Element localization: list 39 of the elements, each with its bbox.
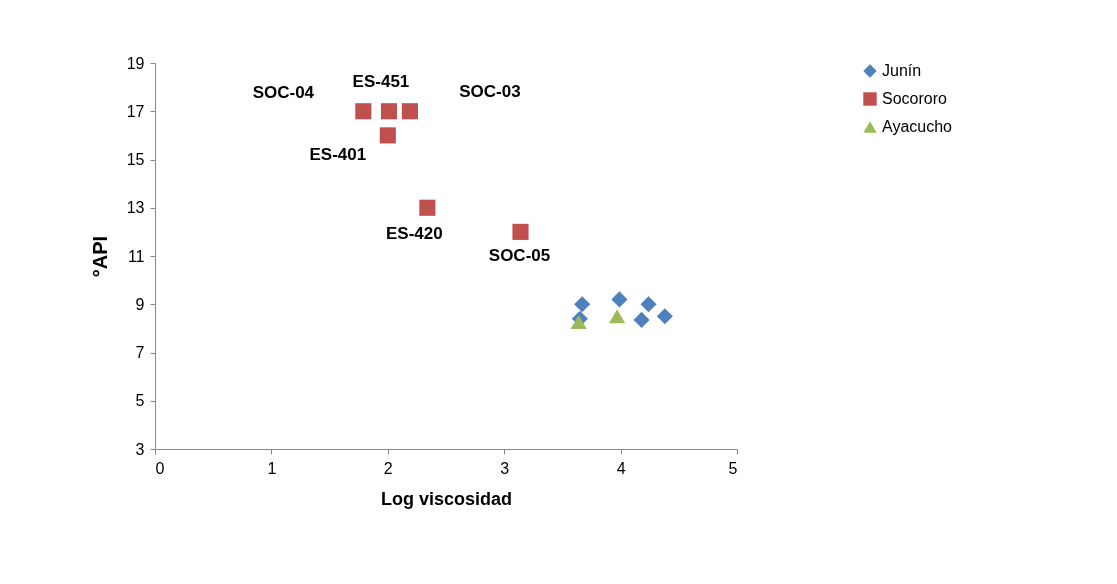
y-axis-title: °API — [88, 235, 111, 278]
point — [512, 223, 529, 240]
legend-label: Junín — [882, 62, 922, 79]
annotation: SOC-03 — [459, 82, 521, 102]
annotation: SOC-05 — [488, 245, 551, 265]
y-tick-label: 17 — [126, 102, 145, 120]
y-tick-label: 13 — [126, 199, 145, 217]
annotation: SOC-04 — [252, 83, 315, 103]
point — [611, 291, 628, 308]
point — [380, 103, 398, 120]
y-tick-label: 9 — [135, 295, 145, 313]
y-tick-label: 5 — [135, 392, 145, 410]
y-tick-label: 19 — [126, 54, 145, 72]
annotation: ES-420 — [386, 223, 443, 243]
annotation: ES-401 — [309, 145, 367, 165]
y-tick-label: 3 — [135, 440, 145, 458]
legend-label: Ayacucho — [882, 118, 953, 135]
x-tick-label: 0 — [155, 459, 165, 477]
y-tick-label: 7 — [135, 344, 145, 361]
point — [633, 311, 650, 328]
y-tick-label: 15 — [126, 151, 145, 168]
legend-label: Socororo — [882, 90, 948, 107]
annotation: ES-451 — [352, 72, 410, 92]
x-tick-label: 1 — [267, 459, 277, 477]
x-axis-title: Log viscosidad — [380, 488, 513, 509]
point — [574, 296, 591, 313]
point — [355, 103, 372, 120]
x-tick-label: 5 — [728, 459, 738, 477]
x-tick-label: 3 — [500, 459, 510, 477]
x-tick-label: 2 — [383, 459, 393, 477]
point — [401, 103, 418, 120]
point — [379, 127, 396, 144]
y-tick-label: 11 — [127, 247, 145, 265]
point — [640, 296, 657, 313]
point — [656, 308, 673, 325]
point — [570, 315, 587, 330]
point — [419, 199, 436, 216]
x-tick-label: 4 — [616, 459, 626, 477]
point — [609, 309, 626, 324]
